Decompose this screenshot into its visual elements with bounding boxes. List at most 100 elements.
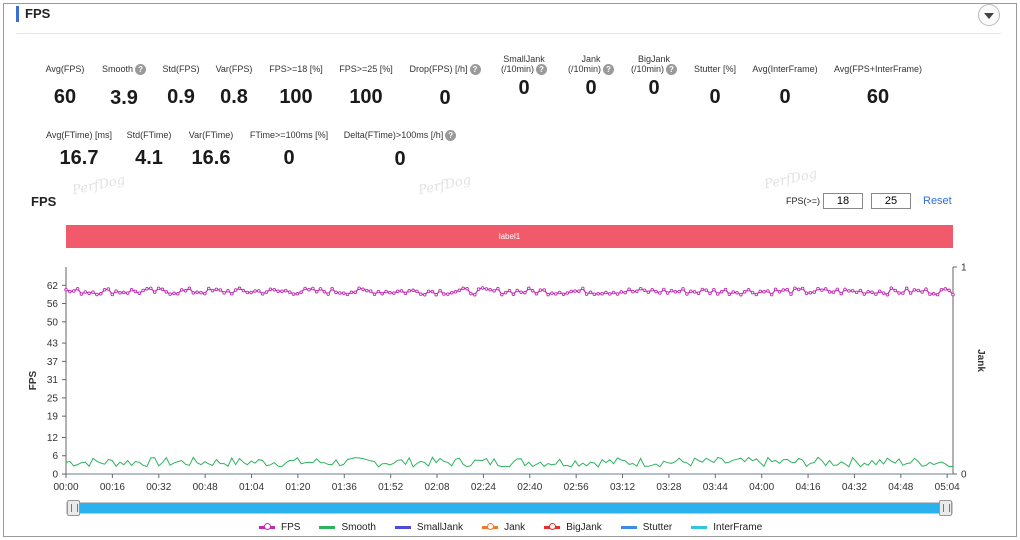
help-icon[interactable]: ? — [469, 64, 481, 76]
legend-item-smalljank[interactable]: SmallJank — [394, 522, 463, 533]
threshold-input-2[interactable] — [871, 193, 911, 209]
fps-point — [669, 288, 674, 293]
fps-point — [172, 291, 176, 296]
metric-value: 0 — [439, 87, 451, 110]
fps-point — [95, 292, 99, 297]
fps-point — [681, 287, 685, 291]
fps-point — [500, 292, 504, 297]
fps-point — [388, 290, 392, 295]
metric-label-text: Stutter [%] — [693, 64, 737, 74]
fps-point — [110, 292, 115, 297]
help-icon[interactable]: ? — [603, 64, 614, 76]
metric-smooth: Smooth? 3.9 — [64, 64, 184, 109]
legend-label: Smooth — [341, 522, 376, 533]
fps-point — [712, 288, 716, 292]
fps-point — [866, 289, 870, 294]
fps-point — [596, 291, 600, 296]
fps-point — [183, 289, 188, 293]
legend-item-bigjank[interactable]: BigJank — [544, 522, 602, 533]
fps-chart[interactable]: 0 6 12 19 25 31 37 43 50 56 62 0 1 FPS Jank 00:00 00:16 0… — [0, 250, 1020, 502]
metric-label-text: SmallJank — [503, 54, 545, 64]
metric-avg-fps: Avg(FPS) 60 — [5, 64, 125, 108]
fps-point — [623, 290, 627, 295]
fps-point — [874, 292, 878, 296]
fps-point — [600, 291, 604, 296]
legend-item-interframe[interactable]: InterFrame — [691, 522, 762, 533]
fps-point — [457, 288, 462, 292]
fps-point — [831, 290, 836, 294]
legend-item-fps[interactable]: FPS — [259, 522, 300, 533]
legend-marker — [487, 523, 495, 530]
fps-point — [870, 290, 874, 294]
fps-point — [862, 292, 867, 296]
metric-label: BigJank (/10min)? — [594, 54, 714, 76]
fps-point — [608, 292, 612, 296]
fps-point — [916, 288, 921, 293]
metric-value: 3.9 — [110, 87, 138, 110]
fps-point — [164, 290, 169, 294]
legend-item-smooth[interactable]: Smooth — [319, 522, 376, 533]
fps-point — [931, 292, 936, 296]
fps-point — [152, 290, 157, 294]
fps-point — [203, 291, 207, 296]
fps-point — [195, 290, 199, 295]
metric-std-fps: Std(FPS) 0.9 — [121, 64, 241, 108]
fps-point — [542, 288, 546, 292]
fps-point — [758, 289, 762, 294]
label-bar[interactable]: label1 — [66, 225, 953, 248]
fps-point — [885, 292, 890, 297]
metric-label-text: Var(FPS) — [215, 64, 253, 74]
fps-point — [434, 292, 438, 297]
fps-point — [928, 292, 932, 296]
metric-value: 4.1 — [135, 147, 163, 169]
collapse-button[interactable] — [978, 4, 1000, 26]
fps-point — [322, 289, 327, 294]
metric-label-text: Var(FTime) — [188, 130, 234, 140]
metric-jank: Jank (/10min)? 0 — [531, 54, 651, 99]
fps-point — [426, 289, 431, 294]
time-range-scrollbar[interactable] — [66, 500, 953, 516]
help-icon[interactable]: ? — [536, 64, 547, 76]
fps-point — [650, 287, 654, 292]
metric-fps-18: FPS>=18 [%] 100 — [236, 64, 356, 108]
legend-item-stutter[interactable]: Stutter — [620, 522, 672, 533]
fps-point — [415, 289, 419, 294]
fps-point — [573, 289, 577, 293]
fps-point — [850, 288, 855, 293]
fps-point — [79, 292, 84, 296]
panel-frame — [3, 3, 1017, 537]
threshold-input-1[interactable] — [823, 193, 863, 209]
x-tick-label: 03:44 — [703, 482, 728, 493]
fps-point — [523, 290, 527, 295]
help-icon[interactable]: ? — [135, 64, 147, 76]
y-tick-label: 0 — [52, 470, 58, 481]
metric-label-unit: (/10min) — [630, 64, 664, 74]
fps-point — [565, 291, 570, 295]
metric-label-text: FPS>=18 [%] — [269, 64, 323, 74]
fps-point — [399, 289, 404, 293]
reset-button[interactable]: Reset — [923, 195, 952, 207]
fps-point — [245, 290, 250, 295]
fps-point — [272, 287, 277, 292]
fps-point — [935, 292, 940, 297]
help-icon[interactable]: ? — [666, 64, 677, 76]
x-tick-label: 01:20 — [285, 482, 310, 493]
fps-point — [503, 290, 508, 295]
scrollbar-right-handle[interactable] — [939, 500, 952, 516]
fps-point — [226, 289, 230, 293]
metric-label: FTime>=100ms [%] — [229, 130, 349, 140]
x-tick-label: 00:32 — [146, 482, 171, 493]
fps-point — [476, 287, 481, 291]
fps-point — [179, 288, 184, 292]
fps-point — [569, 289, 573, 294]
scrollbar-left-handle[interactable] — [67, 500, 80, 516]
legend-item-jank[interactable]: Jank — [482, 522, 525, 533]
x-tick-label: 02:24 — [471, 482, 496, 493]
help-icon[interactable]: ? — [445, 130, 457, 142]
fps-point — [823, 287, 828, 291]
fps-point — [554, 292, 558, 296]
fps-point — [893, 288, 897, 293]
metric-label-text: BigJank — [637, 54, 671, 64]
metric-value: 16.6 — [191, 147, 231, 169]
metric-value: 0 — [779, 86, 791, 108]
